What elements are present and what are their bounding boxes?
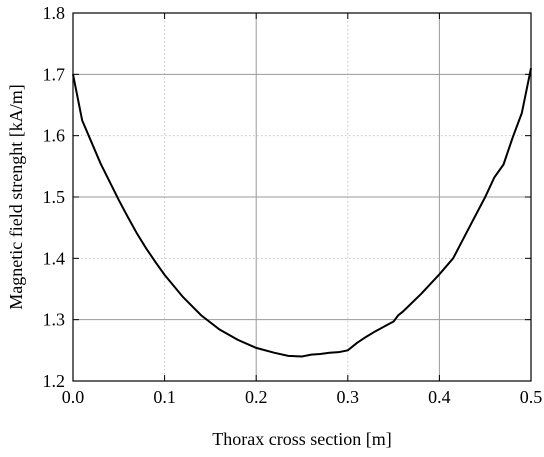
y-tick-label: 1.6	[43, 126, 66, 146]
x-tick-label: 0.4	[428, 387, 451, 407]
x-tick-label: 0.3	[337, 387, 360, 407]
y-tick-label: 1.7	[43, 64, 66, 84]
x-axis-label: Thorax cross section [m]	[212, 429, 391, 449]
x-tick-label: 0.5	[520, 387, 543, 407]
field-strength-line	[72, 67, 532, 358]
y-tick-label: 1.5	[43, 187, 66, 207]
x-tick-label: 0.1	[153, 387, 176, 407]
y-tick-label: 1.8	[43, 3, 66, 23]
y-tick-label: 1.2	[43, 371, 66, 391]
plot-frame	[72, 12, 532, 382]
tick-labels: 0.0 0.1 0.2 0.3 0.4 0.5 1.2 1.3 1.4 1.5 1.6 1.7 1.8	[43, 3, 543, 407]
grid	[73, 13, 531, 381]
y-axis-label: Magnetic field strenght [kA/m]	[6, 84, 26, 309]
y-tick-label: 1.4	[43, 248, 66, 268]
y-tick-label: 1.3	[43, 310, 66, 330]
x-tick-label: 0.0	[62, 387, 85, 407]
x-tick-label: 0.2	[245, 387, 268, 407]
